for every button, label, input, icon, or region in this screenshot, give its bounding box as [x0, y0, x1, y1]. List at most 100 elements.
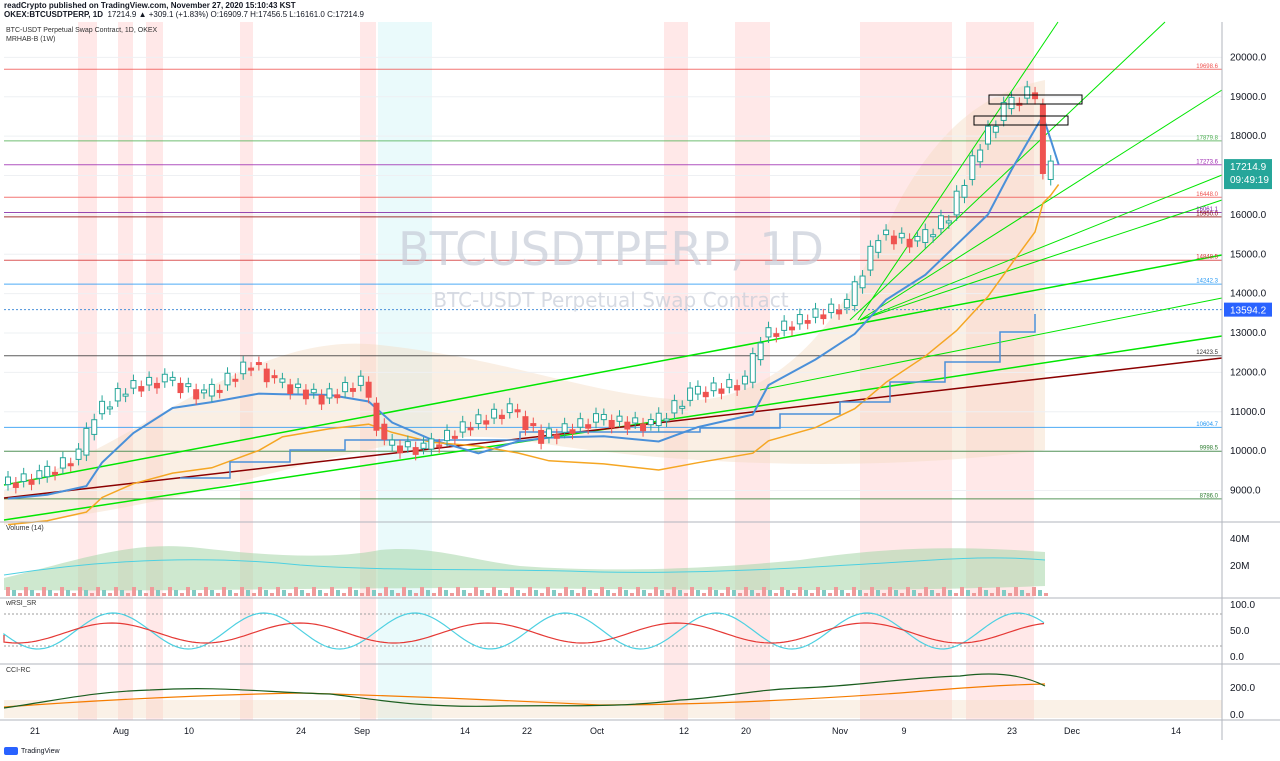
candle-body: [52, 471, 59, 475]
volume-bar: [468, 593, 472, 596]
volume-bar: [438, 587, 442, 596]
volume-bar: [648, 593, 652, 596]
volume-bar: [456, 587, 460, 596]
candle-body: [828, 303, 835, 314]
last-price-label: 17214.9: [1230, 162, 1267, 173]
candle-body: [232, 378, 239, 382]
indicator-title[interactable]: MRHAB-B (1W): [6, 36, 56, 43]
time-tick-label: 21: [30, 726, 40, 736]
volume-bar: [750, 590, 754, 596]
time-tick-label: 23: [1007, 726, 1017, 736]
volume-bar: [600, 587, 604, 596]
pane-tick-label: 0.0: [1230, 652, 1244, 663]
candle-body: [773, 333, 780, 337]
candle-body: [702, 391, 709, 398]
candle-body: [451, 435, 458, 439]
volume-bar: [216, 593, 220, 596]
volume-bar: [18, 593, 22, 596]
volume-bar: [1032, 587, 1036, 596]
candle-body: [318, 394, 325, 405]
watermark-description: BTC-USDT Perpetual Swap Contract: [433, 288, 789, 312]
volume-bar: [198, 593, 202, 596]
volume-bar: [744, 587, 748, 596]
candle-body: [671, 400, 678, 414]
candle-body: [961, 184, 968, 198]
volume-bar: [282, 590, 286, 596]
time-axis[interactable]: 21 Aug 10 24 Sep 14 22 Oct 12 20 Nov 9 23 Dec 14: [30, 726, 1181, 736]
volume-bar: [402, 587, 406, 596]
volume-bar: [708, 587, 712, 596]
candle-body: [193, 389, 200, 400]
volume-bar: [6, 587, 10, 596]
candle-body: [357, 375, 364, 386]
price-axis[interactable]: 20000.019000.018000.017000.016000.015000…: [1221, 22, 1272, 740]
symbol-text[interactable]: OKEX:BTCUSDTPERP, 1D: [4, 10, 103, 19]
volume-bar: [324, 593, 328, 596]
volume-bar: [948, 590, 952, 596]
volume-bar: [894, 590, 898, 596]
price-tick-label: 14000.0: [1230, 289, 1267, 300]
candle-body: [843, 298, 850, 309]
price-tick-label: 13000.0: [1230, 328, 1267, 339]
volume-bar: [858, 590, 862, 596]
tradingview-logo[interactable]: TradingView: [4, 747, 60, 755]
volume-bar: [924, 587, 928, 596]
candle-body: [130, 380, 137, 389]
level-label: 16061.1: [1196, 207, 1218, 213]
candle-body: [898, 232, 905, 239]
slow-ma-line: [7, 184, 1060, 526]
candle-body: [1047, 160, 1054, 180]
candle-body: [295, 383, 302, 388]
volume-bar: [702, 593, 706, 596]
time-tick-label: 10: [184, 726, 194, 736]
volume-bar: [396, 593, 400, 596]
tradingview-icon: [4, 747, 18, 755]
time-tick-label: 9: [901, 726, 906, 736]
highlight-band: [146, 22, 163, 720]
candle-body: [436, 444, 443, 448]
volume-bar: [474, 587, 478, 596]
volume-bar: [414, 593, 418, 596]
volume-bar: [762, 587, 766, 596]
volume-bar: [210, 590, 214, 596]
volume-bar: [732, 590, 736, 596]
candle-body: [561, 423, 568, 433]
time-tick-label: Oct: [590, 726, 605, 736]
volume-bar: [480, 590, 484, 596]
level-label: 16448.0: [1196, 192, 1218, 198]
trend-line: [859, 199, 1223, 321]
volume-bar: [720, 593, 724, 596]
volume-bar: [156, 590, 160, 596]
rectangle-drawing: [988, 94, 1083, 105]
volume-bar: [684, 593, 688, 596]
level-labels: 19698.6 17879.8 17273.6 16448.0 16061.115950…: [1196, 64, 1218, 500]
highlight-band: [664, 22, 688, 720]
volume-bar: [792, 593, 796, 596]
candle-body: [663, 418, 670, 422]
candle-body: [153, 382, 160, 389]
candle-body: [812, 308, 819, 318]
volume-bar: [774, 593, 778, 596]
volume-bar: [276, 587, 280, 596]
time-tick-label: 14: [1171, 726, 1181, 736]
level-label: 9998.5: [1200, 446, 1219, 452]
volume-bar: [756, 593, 760, 596]
highlight-band: [118, 22, 133, 720]
volume-bar: [1002, 590, 1006, 596]
volume-bar: [96, 587, 100, 596]
series-title[interactable]: BTC-USDT Perpetual Swap Contract, 1D, OK…: [6, 27, 158, 34]
candle-body: [593, 413, 599, 423]
volume-bar: [816, 587, 820, 596]
volume-bar: [510, 587, 514, 596]
candle-body: [545, 428, 552, 438]
candle-body: [208, 383, 215, 397]
volume-bar: [864, 593, 868, 596]
candle-body: [138, 386, 145, 392]
volume-bar: [876, 590, 880, 596]
volume-bar: [798, 587, 802, 596]
volume-bar: [870, 587, 874, 596]
candle-body: [992, 125, 999, 133]
candle-body: [5, 476, 11, 486]
trend-lines: [3, 21, 1223, 521]
